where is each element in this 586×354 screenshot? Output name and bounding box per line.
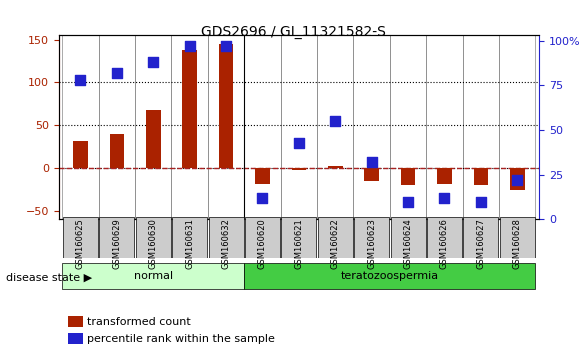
Point <box>294 140 304 145</box>
Text: GSM160630: GSM160630 <box>149 218 158 269</box>
FancyBboxPatch shape <box>63 217 98 258</box>
Bar <box>208 35 244 219</box>
Text: transformed count: transformed count <box>87 316 191 327</box>
FancyBboxPatch shape <box>245 217 280 258</box>
Bar <box>353 35 390 219</box>
Bar <box>68 333 83 344</box>
Point <box>112 70 121 76</box>
Point <box>185 43 195 49</box>
Bar <box>499 35 536 219</box>
Text: GSM160631: GSM160631 <box>185 218 194 269</box>
Bar <box>135 35 172 219</box>
Bar <box>172 35 208 219</box>
Bar <box>62 35 98 219</box>
Text: disease state ▶: disease state ▶ <box>6 273 92 283</box>
Bar <box>437 168 452 183</box>
Bar <box>146 110 161 168</box>
Bar <box>473 168 488 185</box>
Point <box>476 199 486 205</box>
Point <box>403 199 413 205</box>
Point <box>149 59 158 65</box>
Text: GSM160622: GSM160622 <box>331 218 340 269</box>
FancyBboxPatch shape <box>209 217 244 258</box>
Text: GSM160632: GSM160632 <box>222 218 230 269</box>
FancyBboxPatch shape <box>100 217 134 258</box>
Text: normal: normal <box>134 271 173 281</box>
Bar <box>110 134 124 168</box>
FancyBboxPatch shape <box>464 217 498 258</box>
Bar <box>73 141 88 168</box>
Text: GSM160620: GSM160620 <box>258 218 267 269</box>
Bar <box>426 35 463 219</box>
Bar <box>68 316 83 327</box>
FancyBboxPatch shape <box>244 263 536 289</box>
FancyBboxPatch shape <box>172 217 207 258</box>
FancyBboxPatch shape <box>281 217 316 258</box>
Text: GSM160629: GSM160629 <box>113 218 121 269</box>
Bar <box>317 35 353 219</box>
Bar <box>463 35 499 219</box>
FancyBboxPatch shape <box>500 217 535 258</box>
Point <box>367 159 376 165</box>
FancyBboxPatch shape <box>427 217 462 258</box>
Bar <box>182 50 197 168</box>
Bar <box>255 168 270 183</box>
Bar <box>390 35 426 219</box>
Point <box>76 77 85 83</box>
Bar <box>401 168 415 185</box>
Point <box>331 118 340 124</box>
Bar <box>244 35 281 219</box>
Point <box>258 195 267 201</box>
Text: teratozoospermia: teratozoospermia <box>341 271 439 281</box>
Text: GSM160623: GSM160623 <box>367 218 376 269</box>
Text: GSM160628: GSM160628 <box>513 218 522 269</box>
FancyBboxPatch shape <box>136 217 171 258</box>
Text: GSM160624: GSM160624 <box>404 218 413 269</box>
Bar <box>510 168 524 189</box>
Point <box>440 195 449 201</box>
Point <box>222 43 231 49</box>
Text: GSM160621: GSM160621 <box>294 218 304 269</box>
Text: GSM160625: GSM160625 <box>76 218 85 269</box>
Bar <box>219 44 233 168</box>
FancyBboxPatch shape <box>318 217 353 258</box>
Bar <box>292 168 306 170</box>
FancyBboxPatch shape <box>391 217 425 258</box>
FancyBboxPatch shape <box>62 263 244 289</box>
Text: GDS2696 / GI_11321582-S: GDS2696 / GI_11321582-S <box>200 25 386 39</box>
FancyBboxPatch shape <box>354 217 389 258</box>
Point <box>513 177 522 183</box>
Text: GSM160626: GSM160626 <box>440 218 449 269</box>
Bar <box>281 35 317 219</box>
Bar <box>328 166 343 168</box>
Bar <box>364 168 379 181</box>
Text: percentile rank within the sample: percentile rank within the sample <box>87 333 275 344</box>
Text: GSM160627: GSM160627 <box>476 218 485 269</box>
Bar <box>98 35 135 219</box>
